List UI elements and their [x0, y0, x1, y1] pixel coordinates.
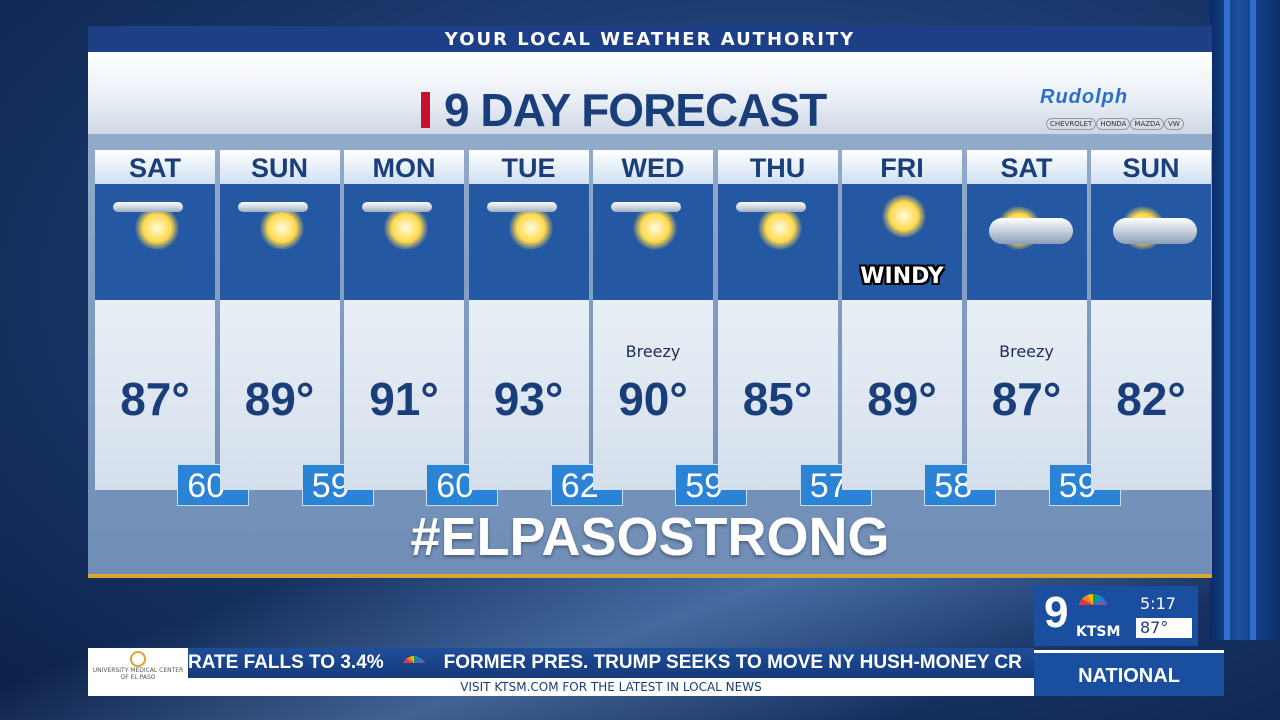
forecast-day: SAT Breezy 87° — [966, 150, 1087, 490]
forecast-day: SAT 87° — [95, 150, 215, 490]
umc-seal-icon — [130, 651, 146, 667]
day-label: SAT — [966, 150, 1087, 184]
cloud-icon — [1113, 218, 1197, 244]
temp-panel: 89° — [219, 300, 340, 490]
sponsor-logo: Rudolph — [1040, 86, 1129, 108]
right-decor-bar — [1210, 0, 1280, 640]
temp-panel: 85° — [717, 300, 838, 490]
ticker-crawl: RATE FALLS TO 3.4% FORMER PRES. TRUMP SEE… — [188, 648, 1034, 678]
cloud-icon — [611, 202, 681, 212]
sun-icon — [757, 206, 802, 250]
page-title: 9 DAY FORECAST — [444, 84, 827, 136]
partly-cloudy-icon — [1091, 184, 1211, 300]
forecast-day: TUE 93° — [468, 150, 589, 490]
cloud-icon — [486, 202, 557, 212]
condition-note: Breezy — [625, 342, 681, 361]
day-label: SAT — [95, 150, 215, 184]
brand-logo: VW — [1164, 118, 1184, 130]
cloud-icon — [988, 218, 1073, 244]
temp-panel: 89° — [842, 300, 962, 490]
mostly-sunny-icon — [95, 184, 215, 300]
windy-label: WINDY — [860, 264, 944, 289]
station-bug: 9 KTSM 5:17 87° — [1034, 586, 1198, 646]
red-accent-mark — [421, 92, 430, 128]
cloud-icon — [735, 202, 806, 212]
ticker-subline: VISIT KTSM.COM FOR THE LATEST IN LOCAL N… — [188, 678, 1034, 696]
partly-cloudy-icon — [966, 184, 1087, 300]
mostly-sunny-icon — [344, 184, 464, 300]
high-temp: 87° — [991, 373, 1062, 425]
high-temp: 89° — [244, 373, 315, 425]
peacock-icon — [1078, 594, 1108, 616]
day-label: MON — [344, 150, 464, 184]
forecast-day: MON 91° — [344, 150, 464, 490]
channel-number: 9 — [1044, 588, 1069, 637]
cloud-icon — [237, 202, 308, 212]
temp-panel: Breezy 90° — [593, 300, 713, 490]
umc-label: UNIVERSITY MEDICAL CENTER OF EL PASO — [92, 667, 184, 681]
day-label: TUE — [468, 150, 589, 184]
temp-panel: 82° — [1091, 300, 1211, 490]
sun-icon — [259, 206, 304, 250]
sun-icon — [633, 206, 677, 250]
forecast-day: FRI WINDY 89° — [842, 150, 962, 490]
high-temp: 89° — [867, 373, 937, 425]
brand-logo: HONDA — [1096, 118, 1131, 130]
forecast-day: THU 85° — [717, 150, 838, 490]
umc-sponsor: UNIVERSITY MEDICAL CENTER OF EL PASO — [88, 648, 188, 696]
day-label: THU — [717, 150, 838, 184]
temp-panel: 91° — [344, 300, 464, 490]
cloud-icon — [113, 202, 183, 212]
sun-icon — [882, 194, 926, 238]
mostly-sunny-icon — [468, 184, 589, 300]
sunny-windy-icon: WINDY — [842, 184, 962, 300]
sun-icon — [508, 206, 553, 250]
mostly-sunny-icon — [593, 184, 713, 300]
high-temp: 82° — [1116, 373, 1186, 425]
ticker-headline: RATE FALLS TO 3.4% — [188, 652, 384, 673]
sun-icon — [384, 206, 428, 250]
day-label: SUN — [1091, 150, 1211, 184]
tagline: YOUR LOCAL WEATHER AUTHORITY — [88, 26, 1212, 52]
high-temp: 90° — [618, 373, 688, 425]
clock-time: 5:17 — [1140, 594, 1176, 613]
hashtag-banner: #ELPASOSTRONG — [410, 507, 890, 567]
temp-panel: 87° — [95, 300, 215, 490]
high-temp: 91° — [369, 373, 439, 425]
day-label: SUN — [219, 150, 340, 184]
brand-logos: CHEVROLET HONDA MAZDA VW — [1046, 116, 1184, 132]
temp-panel: Breezy 87° — [966, 300, 1087, 490]
forecast-day: WED Breezy 90° — [593, 150, 713, 490]
call-letters: KTSM — [1076, 624, 1121, 640]
current-temp: 87° — [1136, 618, 1192, 638]
ticker-headline: FORMER PRES. TRUMP SEEKS TO MOVE NY HUSH… — [443, 652, 1022, 673]
high-temp: 93° — [493, 373, 564, 425]
temp-panel: 93° — [468, 300, 589, 490]
peacock-icon — [401, 655, 426, 670]
cloud-icon — [362, 202, 432, 212]
title-bar: 9 DAY FORECAST Rudolph CHEVROLET HONDA M… — [88, 52, 1212, 136]
brand-logo: CHEVROLET — [1046, 118, 1097, 130]
brand-logo: MAZDA — [1130, 118, 1165, 130]
day-label: WED — [593, 150, 713, 184]
high-temp: 85° — [742, 373, 813, 425]
mostly-sunny-icon — [219, 184, 340, 300]
condition-note: Breezy — [999, 342, 1054, 361]
news-ticker: UNIVERSITY MEDICAL CENTER OF EL PASO RAT… — [88, 648, 1034, 696]
day-label: FRI — [842, 150, 962, 184]
forecast-panel: YOUR LOCAL WEATHER AUTHORITY 9 DAY FOREC… — [88, 26, 1212, 578]
forecast-day: SUN 82° — [1091, 150, 1211, 490]
mostly-sunny-icon — [717, 184, 838, 300]
ticker-section-label: NATIONAL — [1034, 650, 1224, 696]
high-temp: 87° — [120, 373, 190, 425]
forecast-day: SUN 89° — [219, 150, 340, 490]
sun-icon — [135, 206, 179, 250]
